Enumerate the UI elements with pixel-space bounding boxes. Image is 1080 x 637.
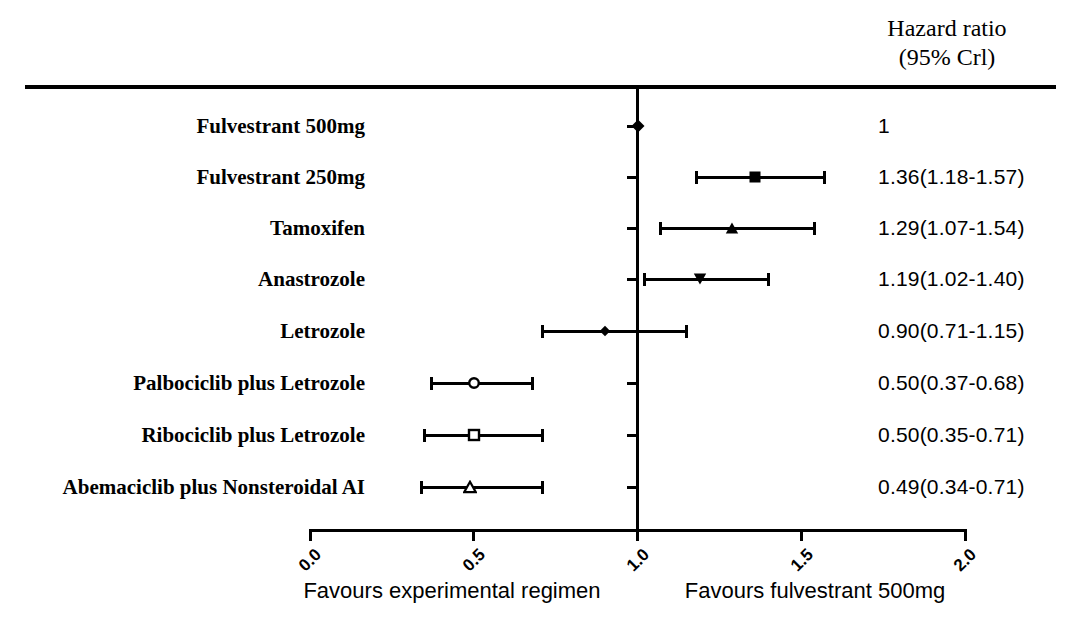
hazard-ratio-header-line2: (95% Crl) [872, 43, 1022, 72]
ci-bar [543, 330, 687, 333]
x-tick-label: 1.0 [623, 545, 654, 576]
hr-value: 1.29(1.07-1.54) [878, 214, 1025, 242]
hr-value: 1.36(1.18-1.57) [878, 163, 1025, 191]
top-rule [25, 85, 1056, 89]
triangle-up-open-marker-icon [463, 480, 477, 494]
treatment-label: Letrozole [0, 317, 365, 345]
ci-cap-left [643, 273, 646, 286]
hr-value: 1.19(1.02-1.40) [878, 265, 1025, 293]
ci-cap-right [823, 171, 826, 184]
ci-cap-right [531, 377, 534, 390]
favours-experimental-label: Favours experimental regimen [287, 578, 617, 604]
x-tick-label: 1.5 [787, 545, 818, 576]
hazard-ratio-header-line1: Hazard ratio [872, 14, 1022, 43]
reference-line-row-tick [627, 434, 636, 437]
ci-cap-left [420, 481, 423, 494]
reference-line-row-tick [627, 227, 636, 230]
reference-line-row-tick [627, 486, 636, 489]
treatment-label: Abemaciclib plus Nonsteroidal AI [0, 473, 365, 501]
reference-line [636, 89, 639, 541]
ci-cap-right [813, 222, 816, 235]
square-filled-marker-icon [748, 170, 762, 184]
x-tick [964, 532, 967, 541]
diamond-filled-marker-icon [631, 119, 645, 133]
ci-bar [431, 382, 533, 385]
hr-value: 0.50(0.35-0.71) [878, 421, 1025, 449]
ci-cap-left [659, 222, 662, 235]
treatment-label: Fulvestrant 500mg [0, 112, 365, 140]
ci-cap-left [430, 377, 433, 390]
circle-open-marker-icon [467, 376, 481, 390]
hr-value: 0.49(0.34-0.71) [878, 473, 1025, 501]
ci-bar [425, 434, 543, 437]
hr-value: 0.50(0.37-0.68) [878, 369, 1025, 397]
ci-cap-left [695, 171, 698, 184]
x-tick-label: 2.0 [950, 545, 981, 576]
treatment-label: Fulvestrant 250mg [0, 163, 365, 191]
diamond-filled-small-marker-icon [598, 324, 612, 338]
x-tick-label: 0.0 [295, 545, 326, 576]
hr-value: 0.90(0.71-1.15) [878, 317, 1025, 345]
treatment-label: Tamoxifen [0, 214, 365, 242]
ci-cap-left [423, 429, 426, 442]
ci-cap-right [541, 481, 544, 494]
triangle-up-filled-marker-icon [725, 221, 739, 235]
hazard-ratio-header: Hazard ratio (95% Crl) [872, 14, 1022, 72]
x-tick [309, 532, 312, 541]
reference-line-row-tick [627, 278, 636, 281]
x-tick [636, 532, 639, 541]
treatment-label: Palbociclib plus Letrozole [0, 369, 365, 397]
favours-fulvestrant-label: Favours fulvestrant 500mg [650, 578, 980, 604]
reference-line-row-tick [627, 176, 636, 179]
treatment-label: Anastrozole [0, 265, 365, 293]
x-tick-label: 0.5 [459, 545, 490, 576]
square-open-marker-icon [467, 428, 481, 442]
forest-plot-figure: Hazard ratio (95% Crl) Fulvestrant 500mg… [0, 0, 1080, 637]
ci-bar [421, 486, 542, 489]
triangle-down-filled-marker-icon [693, 272, 707, 286]
x-tick [800, 532, 803, 541]
ci-cap-right [767, 273, 770, 286]
ci-cap-left [541, 325, 544, 338]
reference-line-row-tick [627, 382, 636, 385]
x-tick [472, 532, 475, 541]
treatment-label: Ribociclib plus Letrozole [0, 421, 365, 449]
hr-value: 1 [878, 112, 890, 140]
ci-cap-right [541, 429, 544, 442]
ci-cap-right [685, 325, 688, 338]
